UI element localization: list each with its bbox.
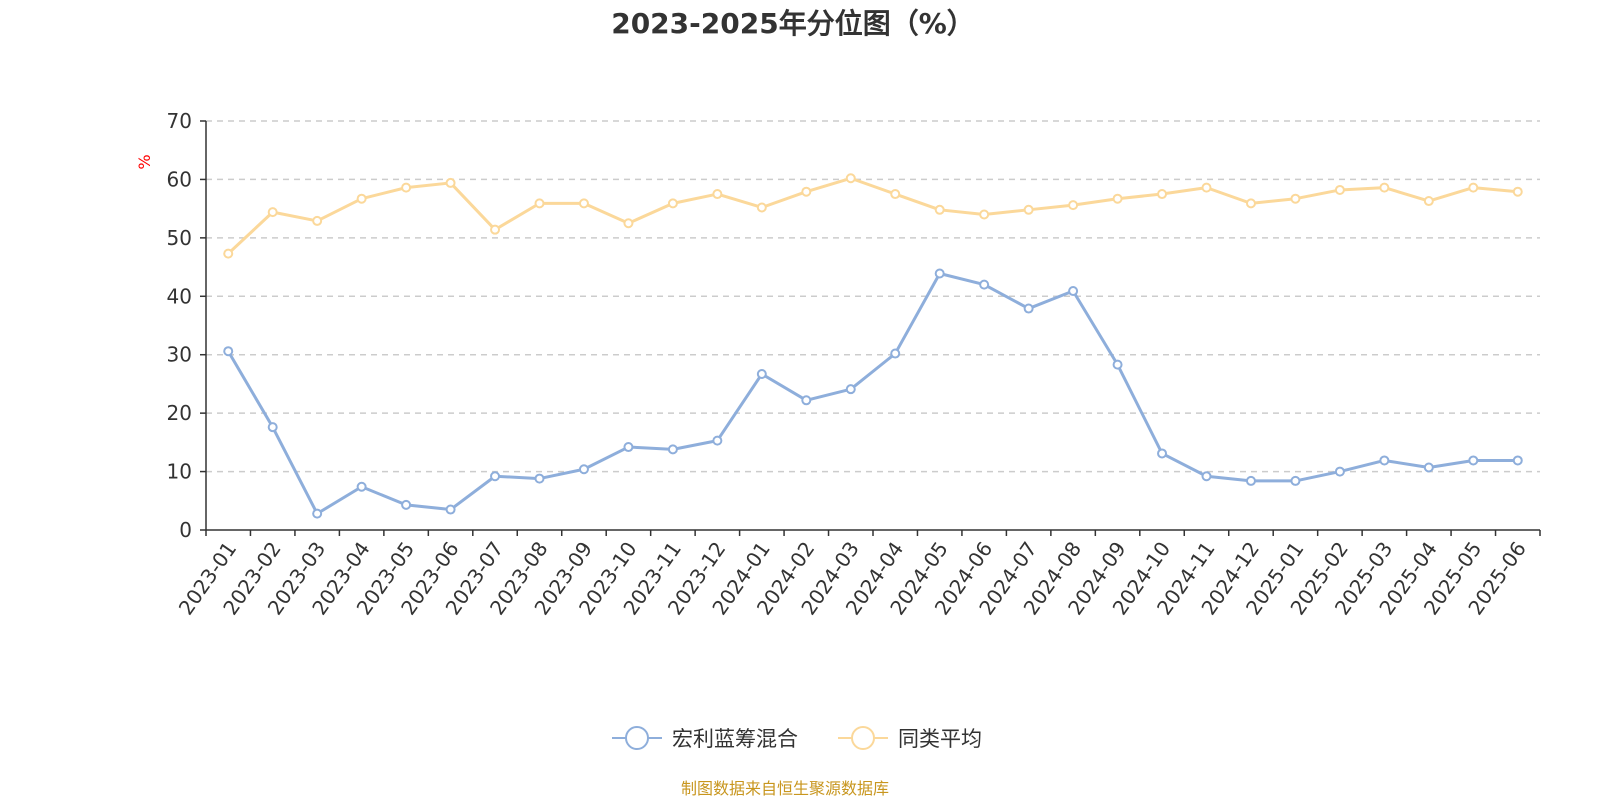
series-line-0 xyxy=(226,271,1518,516)
data-point[interactable] xyxy=(1245,198,1256,209)
legend-label: 同类平均 xyxy=(898,727,982,751)
data-point[interactable] xyxy=(356,193,367,204)
data-point[interactable] xyxy=(1245,475,1256,486)
data-point[interactable] xyxy=(1157,448,1168,459)
data-point[interactable] xyxy=(312,508,323,519)
data-point[interactable] xyxy=(578,464,589,475)
data-point[interactable] xyxy=(1468,182,1479,193)
data-point[interactable] xyxy=(1201,471,1212,482)
data-point[interactable] xyxy=(1290,193,1301,204)
data-point[interactable] xyxy=(845,384,856,395)
legend-marker-icon xyxy=(851,726,875,750)
data-point[interactable] xyxy=(801,186,812,197)
data-point[interactable] xyxy=(890,348,901,359)
data-point[interactable] xyxy=(712,189,723,200)
data-point[interactable] xyxy=(223,248,234,259)
data-point[interactable] xyxy=(1068,200,1079,211)
data-point[interactable] xyxy=(401,499,412,510)
data-point[interactable] xyxy=(934,268,945,279)
data-point[interactable] xyxy=(490,471,501,482)
data-point[interactable] xyxy=(445,177,456,188)
y-tick-label: 70 xyxy=(167,109,192,133)
y-tick-label: 20 xyxy=(167,401,192,425)
series-layer xyxy=(223,173,1523,519)
legend[interactable]: 宏利蓝筹混合 同类平均 xyxy=(612,726,982,751)
data-point[interactable] xyxy=(623,218,634,229)
data-point[interactable] xyxy=(623,442,634,453)
y-tick-label: 50 xyxy=(167,226,192,250)
data-point[interactable] xyxy=(756,368,767,379)
data-point[interactable] xyxy=(445,504,456,515)
data-point[interactable] xyxy=(1112,359,1123,370)
legend-item-1[interactable]: 同类平均 xyxy=(838,726,982,751)
data-point[interactable] xyxy=(401,182,412,193)
data-point[interactable] xyxy=(1201,182,1212,193)
data-point[interactable] xyxy=(1379,182,1390,193)
data-point[interactable] xyxy=(1379,455,1390,466)
data-point[interactable] xyxy=(1334,184,1345,195)
y-tick-label: 40 xyxy=(167,284,192,308)
x-axis-ticks: 2023-012023-022023-032023-042023-052023-… xyxy=(174,530,1541,619)
data-point[interactable] xyxy=(1423,196,1434,207)
y-axis-ticks: 0 10 20 30 40 50 60 70 xyxy=(167,109,206,542)
data-point[interactable] xyxy=(267,207,278,218)
data-point[interactable] xyxy=(1157,189,1168,200)
data-point[interactable] xyxy=(1334,466,1345,477)
data-point[interactable] xyxy=(979,279,990,290)
series-line-1 xyxy=(227,176,1518,255)
grid-lines xyxy=(206,120,1540,473)
data-point[interactable] xyxy=(267,422,278,433)
y-tick-label: 60 xyxy=(167,167,192,191)
data-point[interactable] xyxy=(356,481,367,492)
chart-title: 2023-2025年分位图（%） xyxy=(611,7,975,40)
y-tick-label: 30 xyxy=(167,343,192,367)
data-point[interactable] xyxy=(934,204,945,215)
data-point[interactable] xyxy=(712,435,723,446)
data-point[interactable] xyxy=(1023,303,1034,314)
data-point[interactable] xyxy=(1290,475,1301,486)
data-point[interactable] xyxy=(1512,455,1523,466)
legend-marker-icon xyxy=(625,726,649,750)
y-axis-unit: % xyxy=(135,154,154,169)
data-point[interactable] xyxy=(1423,462,1434,473)
data-point[interactable] xyxy=(223,346,234,357)
data-point[interactable] xyxy=(1468,455,1479,466)
legend-item-0[interactable]: 宏利蓝筹混合 xyxy=(612,726,798,751)
data-point[interactable] xyxy=(1112,193,1123,204)
data-point[interactable] xyxy=(1068,286,1079,297)
data-point[interactable] xyxy=(667,444,678,455)
data-point[interactable] xyxy=(534,473,545,484)
data-point[interactable] xyxy=(1023,204,1034,215)
data-point[interactable] xyxy=(667,198,678,209)
data-point[interactable] xyxy=(534,198,545,209)
data-point[interactable] xyxy=(756,202,767,213)
data-point[interactable] xyxy=(979,209,990,220)
legend-label: 宏利蓝筹混合 xyxy=(672,727,798,751)
source-note: 制图数据来自恒生聚源数据库 xyxy=(681,779,889,798)
data-point[interactable] xyxy=(890,189,901,200)
data-point[interactable] xyxy=(845,173,856,184)
y-tick-label: 0 xyxy=(179,518,192,542)
data-point[interactable] xyxy=(490,224,501,235)
data-point[interactable] xyxy=(578,198,589,209)
data-point[interactable] xyxy=(1512,186,1523,197)
data-point[interactable] xyxy=(801,395,812,406)
y-tick-label: 10 xyxy=(167,460,192,484)
data-point[interactable] xyxy=(312,215,323,226)
